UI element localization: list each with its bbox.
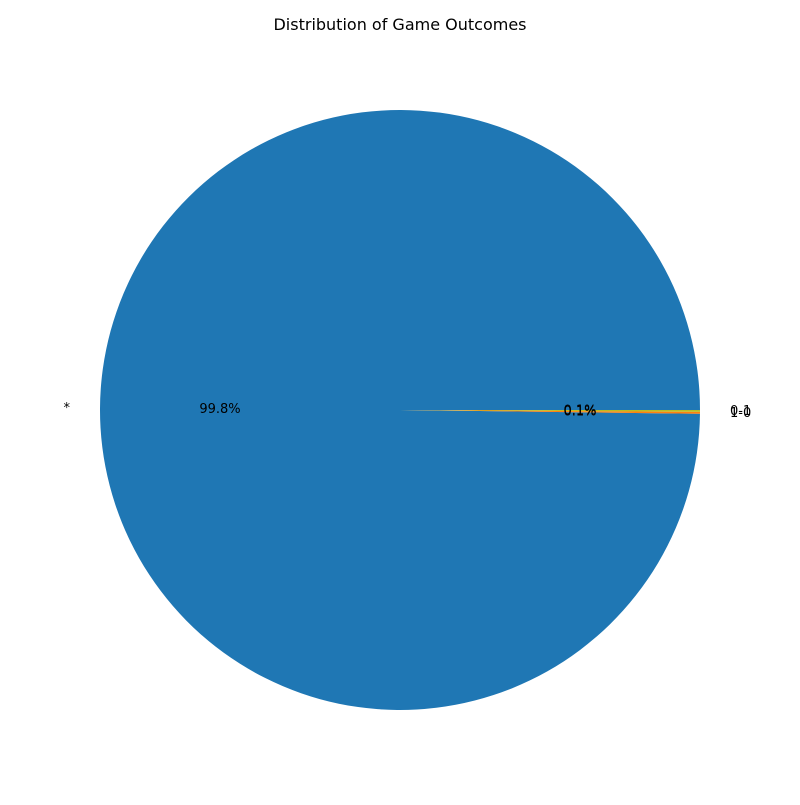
pie-slice-1 xyxy=(400,410,700,414)
pie-labels: * 99.8% 1-00.1% 0-10.1% xyxy=(64,401,752,421)
chart-title: Distribution of Game Outcomes xyxy=(273,15,526,34)
slice-label-1: 1-0 xyxy=(730,406,751,421)
slice-percent-0: 99.8% xyxy=(199,402,240,417)
pie-slice-2 xyxy=(400,410,700,412)
slice-label-2: 0-1 xyxy=(730,404,751,419)
slice-label-0: * xyxy=(64,401,71,416)
pie-slices xyxy=(100,109,701,710)
slice-percent-2: 0.1% xyxy=(563,404,596,419)
slice-percent-1: 0.1% xyxy=(563,405,596,420)
pie-slice-0 xyxy=(100,109,701,710)
